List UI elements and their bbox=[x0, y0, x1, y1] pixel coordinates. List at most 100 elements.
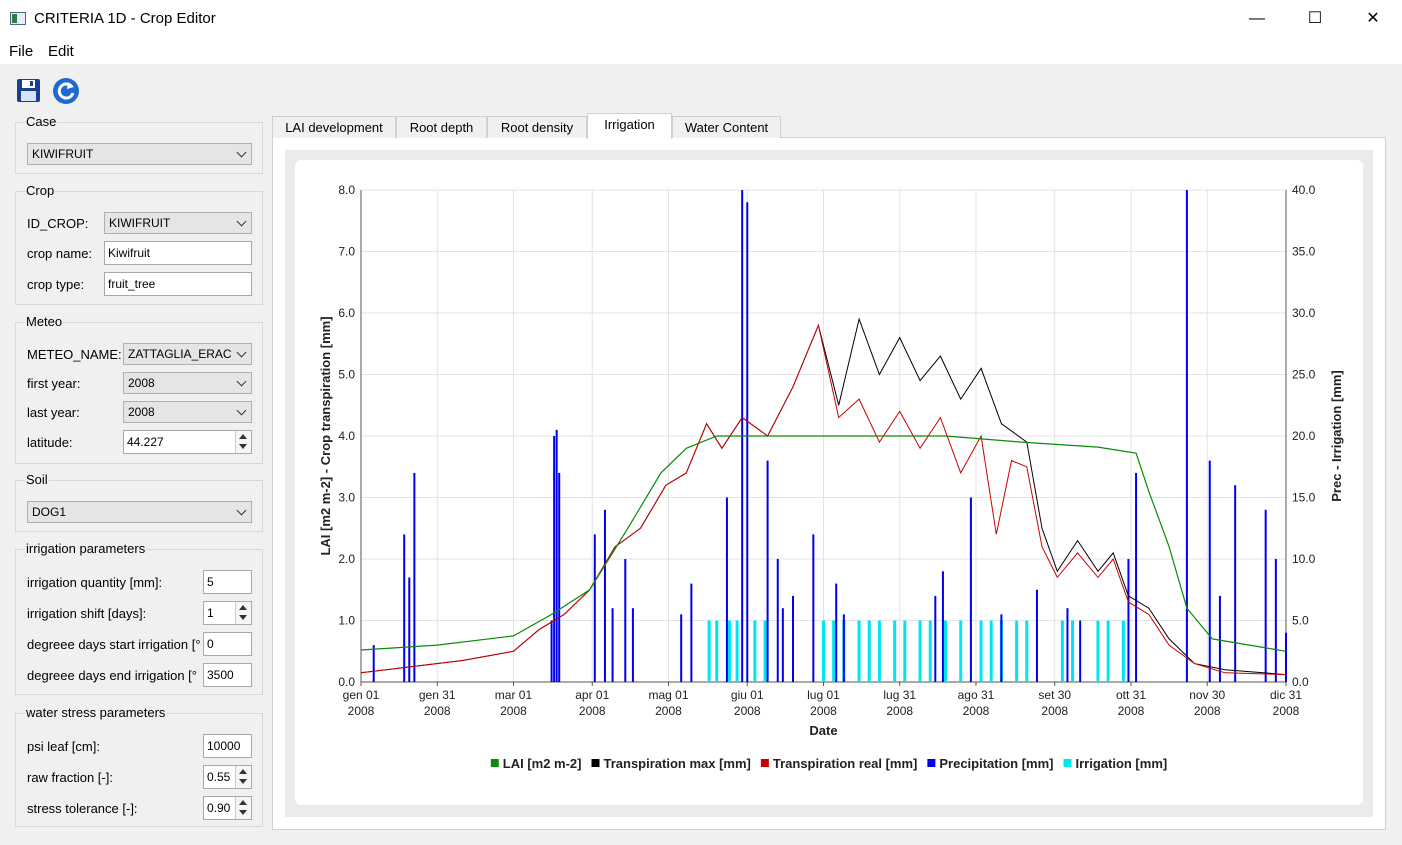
close-button[interactable]: ✕ bbox=[1366, 10, 1380, 27]
psi-leaf-field[interactable]: 10000 bbox=[203, 734, 252, 758]
spin-up-icon[interactable] bbox=[239, 434, 247, 439]
precipitation-bar bbox=[812, 534, 815, 682]
x-tick-year: 2008 bbox=[886, 704, 913, 718]
spin-arrows[interactable] bbox=[235, 602, 251, 624]
chevron-down-icon bbox=[236, 347, 247, 358]
crop-group: Crop ID_CROP: KIWIFRUIT crop name: Kiwif… bbox=[15, 183, 263, 305]
x-tick-label: mag 01 bbox=[648, 688, 688, 702]
y-left-tick-label: 0.0 bbox=[338, 675, 355, 689]
x-tick-label: gen 01 bbox=[343, 688, 380, 702]
x-tick-year: 2008 bbox=[1041, 704, 1068, 718]
x-tick-label: lug 01 bbox=[807, 688, 840, 702]
legend-swatch bbox=[760, 759, 769, 767]
x-axis-title: Date bbox=[809, 723, 837, 738]
raw-fraction-label: raw fraction [-]: bbox=[27, 770, 113, 785]
water-stress-group: water stress parameters psi leaf [cm]: 1… bbox=[15, 705, 263, 827]
precipitation-bar bbox=[403, 534, 406, 682]
spin-arrows[interactable] bbox=[235, 431, 251, 453]
spin-down-icon[interactable] bbox=[239, 615, 247, 620]
irrigation-bar bbox=[763, 620, 767, 682]
case-select[interactable]: KIWIFRUIT bbox=[27, 143, 252, 165]
meteo-group: Meteo METEO_NAME: ZATTAGLIA_ERAC first y… bbox=[15, 314, 263, 464]
y-right-tick-label: 0.0 bbox=[1292, 675, 1309, 689]
x-tick-label: giu 01 bbox=[731, 688, 764, 702]
precipitation-bar bbox=[1208, 460, 1211, 682]
irrigation-shift-spinbox[interactable]: 1 bbox=[203, 601, 252, 625]
legend-swatch bbox=[591, 759, 600, 767]
irrigation-bar bbox=[1060, 620, 1064, 682]
y-right-tick-label: 30.0 bbox=[1292, 306, 1316, 320]
irrigation-group: irrigation parameters irrigation quantit… bbox=[15, 541, 263, 695]
precipitation-bar bbox=[631, 608, 634, 682]
spin-down-icon[interactable] bbox=[239, 810, 247, 815]
save-button[interactable] bbox=[14, 76, 44, 106]
chevron-down-icon bbox=[236, 376, 247, 387]
precipitation-bar bbox=[746, 202, 749, 683]
soil-select[interactable]: DOG1 bbox=[27, 501, 252, 523]
tab-irrigation[interactable]: Irrigation bbox=[587, 113, 672, 139]
x-tick-label: ott 31 bbox=[1116, 688, 1146, 702]
spin-down-icon[interactable] bbox=[239, 779, 247, 784]
tab-root-depth[interactable]: Root depth bbox=[396, 116, 487, 138]
legend-label: Irrigation [mm] bbox=[1075, 756, 1167, 771]
y-left-tick-label: 1.0 bbox=[338, 614, 355, 628]
stress-tolerance-spinbox[interactable]: 0.90 bbox=[203, 796, 252, 820]
precipitation-bar bbox=[766, 460, 769, 682]
window-title: CRITERIA 1D - Crop Editor bbox=[34, 10, 216, 27]
irrigation-bar bbox=[832, 620, 836, 682]
y-left-axis-title: LAI [m2 m-2] - Crop transpiration [mm] bbox=[318, 316, 333, 555]
meteo-name-value: ZATTAGLIA_ERAC bbox=[128, 347, 232, 361]
crop-name-label: crop name: bbox=[27, 246, 93, 261]
x-tick-label: gen 31 bbox=[419, 688, 456, 702]
tab-water-content[interactable]: Water Content bbox=[672, 116, 781, 138]
crop-name-field[interactable]: Kiwifruit bbox=[104, 241, 252, 265]
latitude-spinbox[interactable]: 44.227 bbox=[123, 430, 252, 454]
irrigation-bar bbox=[753, 620, 757, 682]
spin-arrows[interactable] bbox=[235, 797, 251, 819]
irrigation-bar bbox=[715, 620, 719, 682]
spin-up-icon[interactable] bbox=[239, 769, 247, 774]
raw-fraction-value: 0.55 bbox=[207, 770, 231, 784]
irrigation-bar bbox=[979, 620, 983, 682]
x-tick-label: dic 31 bbox=[1270, 688, 1302, 702]
id-crop-label: ID_CROP: bbox=[27, 216, 89, 231]
spin-arrows[interactable] bbox=[235, 766, 251, 788]
degree-days-start-field[interactable]: 0 bbox=[203, 632, 252, 656]
tab-lai-development[interactable]: LAI development bbox=[272, 116, 396, 138]
tab-root-density[interactable]: Root density bbox=[487, 116, 587, 138]
water-stress-title: water stress parameters bbox=[25, 705, 167, 720]
irrigation-bar bbox=[877, 620, 881, 682]
x-tick-label: mar 01 bbox=[495, 688, 533, 702]
meteo-name-select[interactable]: ZATTAGLIA_ERAC bbox=[123, 343, 252, 365]
menu-file[interactable]: File bbox=[9, 43, 34, 60]
precipitation-bar bbox=[1035, 589, 1038, 682]
irrigation-bar bbox=[1025, 620, 1029, 682]
precipitation-bar bbox=[934, 595, 937, 682]
spin-up-icon[interactable] bbox=[239, 605, 247, 610]
id-crop-select[interactable]: KIWIFRUIT bbox=[104, 212, 252, 234]
degree-days-end-field[interactable]: 3500 bbox=[203, 663, 252, 687]
last-year-select[interactable]: 2008 bbox=[123, 401, 252, 423]
first-year-select[interactable]: 2008 bbox=[123, 372, 252, 394]
crop-type-label: crop type: bbox=[27, 277, 85, 292]
spin-down-icon[interactable] bbox=[239, 444, 247, 449]
chevron-down-icon bbox=[236, 147, 247, 158]
x-tick-year: 2008 bbox=[734, 704, 761, 718]
crop-type-field[interactable]: fruit_tree bbox=[104, 272, 252, 296]
x-tick-year: 2008 bbox=[963, 704, 990, 718]
menu-edit[interactable]: Edit bbox=[48, 43, 74, 60]
last-year-value: 2008 bbox=[128, 405, 155, 419]
raw-fraction-spinbox[interactable]: 0.55 bbox=[203, 765, 252, 789]
minimize-button[interactable]: — bbox=[1249, 10, 1265, 27]
irrigation-bar bbox=[867, 620, 871, 682]
meteo-title: Meteo bbox=[25, 314, 64, 329]
precipitation-bar bbox=[690, 583, 693, 682]
precipitation-bar bbox=[624, 559, 627, 682]
reload-button[interactable] bbox=[51, 76, 81, 106]
maximize-button[interactable]: ☐ bbox=[1307, 10, 1323, 27]
irrigation-quantity-field[interactable]: 5 bbox=[203, 570, 252, 594]
precipitation-bar bbox=[593, 534, 596, 682]
irrigation-bar bbox=[727, 620, 731, 682]
spin-up-icon[interactable] bbox=[239, 800, 247, 805]
y-left-tick-label: 4.0 bbox=[338, 429, 355, 443]
